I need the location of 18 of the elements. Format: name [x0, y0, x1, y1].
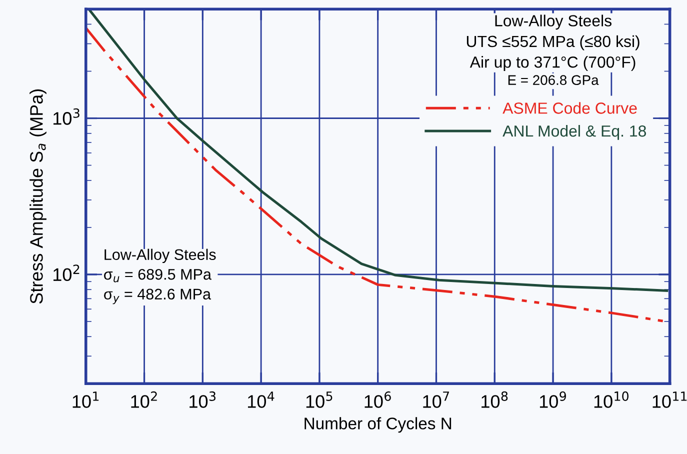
x-tick-label: 10$^{8}$ [482, 391, 508, 408]
x-tick-label: 10$^{6}$ [364, 391, 391, 408]
x-tick-label: 10$^{5}$ [306, 392, 332, 408]
annotation: E = 206.8 GPa [508, 75, 599, 85]
x-axis-title: Number of Cycles N [304, 417, 452, 433]
annotation: Low-Alloy Steels UTS ≤552 MPa (≤80 ksi) Air up to 371°C (700°F) [466, 14, 640, 71]
legend-label: ASME Code Curve [502, 102, 637, 114]
annotation: Low-Alloy Steels σ$_{u}$ = 689.5 MPa σ$_{y}$ = 482.6 MPa [104, 248, 216, 304]
x-tick-label: 10$^{3}$ [190, 391, 216, 408]
x-tick-label: 10$^{11}$ [652, 392, 687, 408]
x-tick-label: 10$^{2}$ [131, 391, 157, 408]
x-tick-label: 10$^{4}$ [248, 392, 274, 408]
legend-label: ANL Model & Eq. 18 [502, 124, 646, 140]
x-tick-label: 10$^{10}$ [594, 391, 629, 408]
x-tick-label: 10$^{1}$ [72, 392, 99, 408]
x-tick-label: 10$^{9}$ [540, 391, 566, 408]
x-tick-label: 10$^{7}$ [423, 392, 450, 408]
y-axis-title: Stress Amplitude S$_{a}$ (MPa) [30, 89, 46, 304]
